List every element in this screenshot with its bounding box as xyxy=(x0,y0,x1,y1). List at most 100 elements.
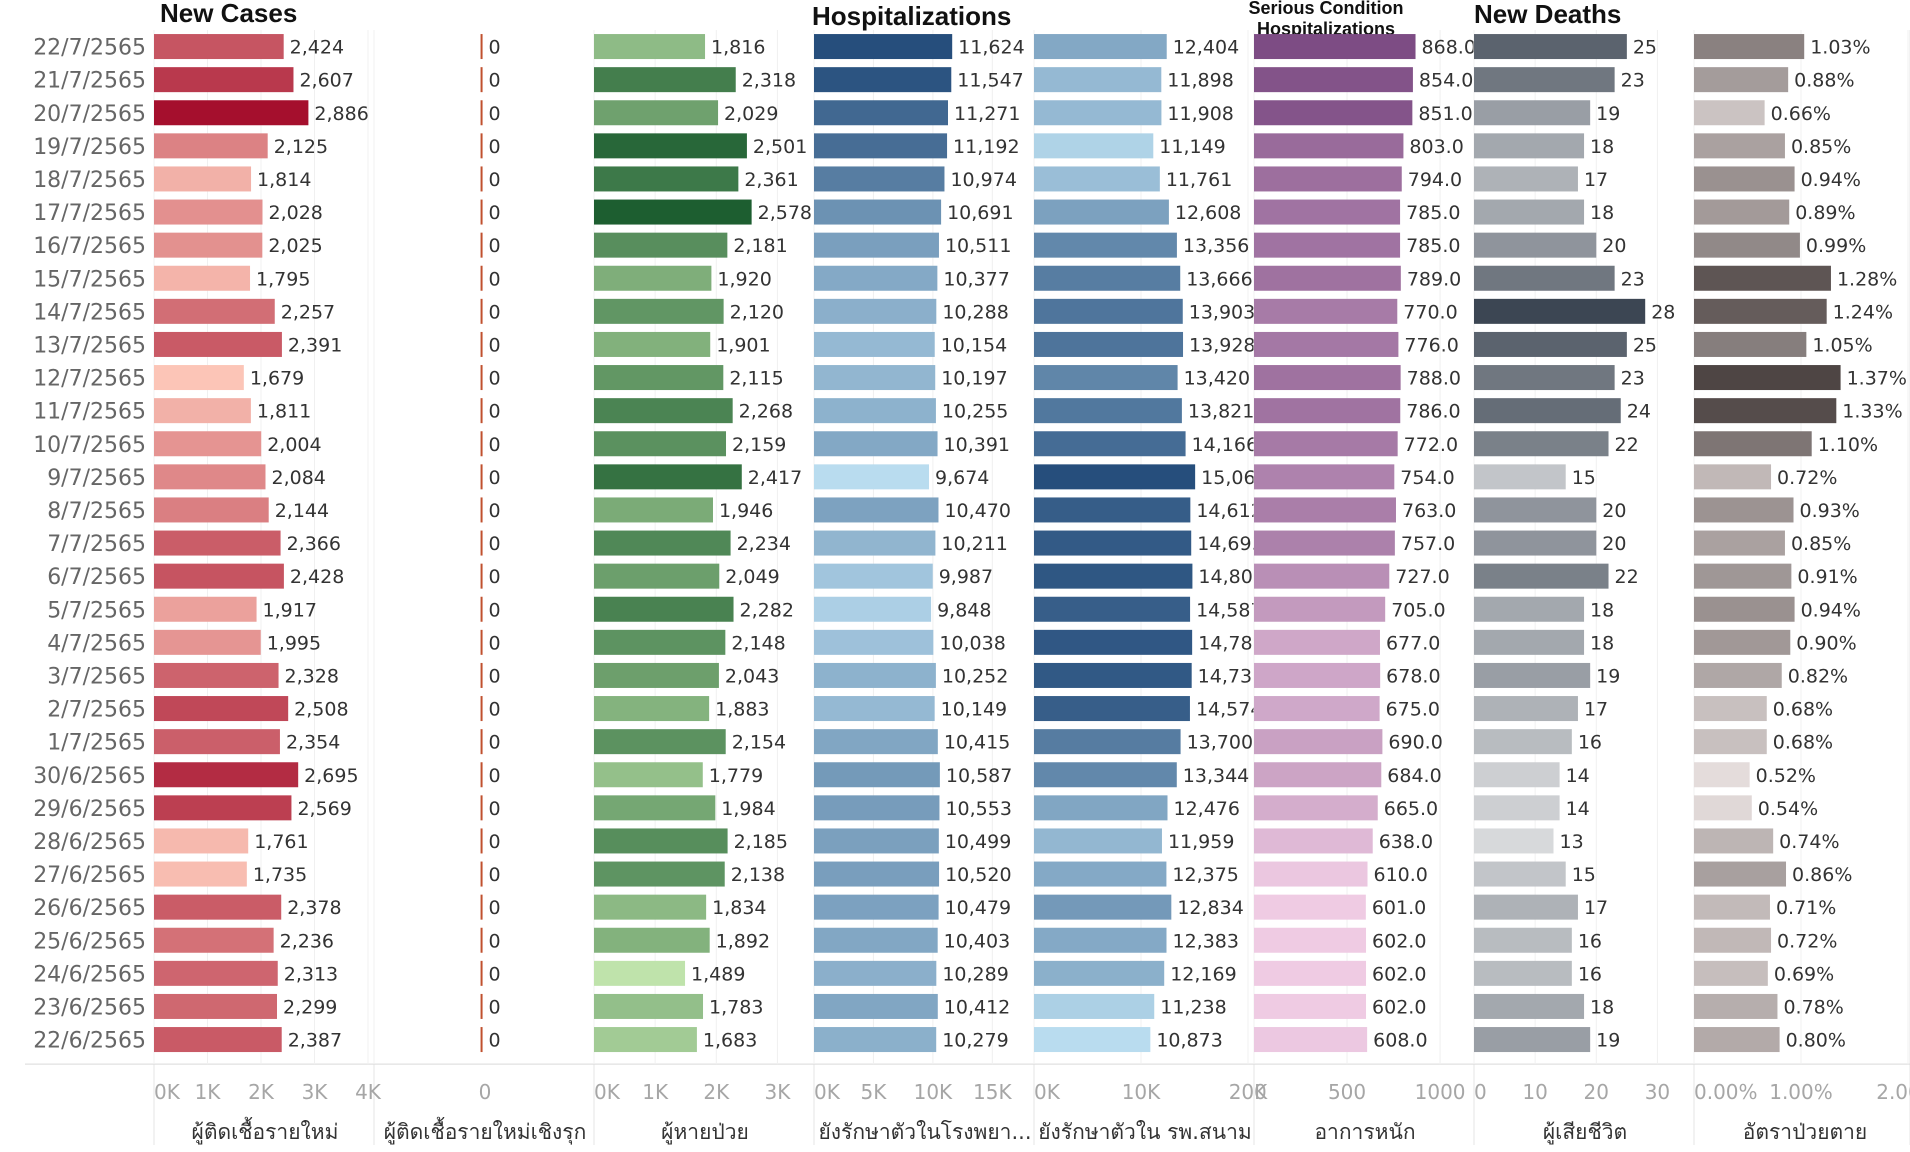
bar-value-label: 0 xyxy=(489,632,501,654)
bar xyxy=(1694,199,1790,225)
bar xyxy=(480,960,483,986)
bar-value-label: 11,149 xyxy=(1159,136,1225,158)
bar-value-label: 18 xyxy=(1590,632,1614,654)
bar xyxy=(594,431,727,457)
bar xyxy=(154,762,299,788)
axis-tick-label: 0K xyxy=(1034,1080,1061,1104)
bar xyxy=(1254,331,1399,357)
header-serious-line1: Serious Condition xyxy=(1249,0,1404,18)
bar xyxy=(1254,398,1401,424)
bar-value-label: 0 xyxy=(489,235,501,257)
row-date-label: 26/6/2565 xyxy=(33,896,146,921)
bar-value-label: 10,587 xyxy=(946,765,1012,787)
axis-tick-label: 0 xyxy=(479,1080,492,1104)
bar-value-label: 0 xyxy=(489,136,501,158)
bar xyxy=(1034,365,1178,391)
bar-value-label: 602.0 xyxy=(1372,963,1426,985)
bar xyxy=(1034,828,1162,854)
bar-value-label: 1,779 xyxy=(709,765,763,787)
bar-value-label: 2,508 xyxy=(294,699,348,721)
bar-value-label: 10,403 xyxy=(944,930,1010,952)
bar xyxy=(1254,497,1396,523)
bar-value-label: 2,154 xyxy=(732,732,786,754)
bar xyxy=(1034,298,1183,324)
bar-value-label: 12,169 xyxy=(1170,963,1236,985)
bar-value-label: 1,834 xyxy=(712,897,766,919)
bar xyxy=(1034,232,1177,258)
bar-value-label: 2,424 xyxy=(290,37,344,59)
bar xyxy=(1474,828,1554,854)
bar xyxy=(814,133,948,159)
bar xyxy=(1694,464,1772,490)
bar-value-label: 0 xyxy=(489,533,501,555)
bar xyxy=(1254,729,1383,755)
bar-value-label: 17 xyxy=(1584,169,1608,191)
bar-value-label: 2,417 xyxy=(748,467,802,489)
bar-value-label: 13 xyxy=(1559,831,1583,853)
bar xyxy=(1694,861,1787,887)
bar-value-label: 789.0 xyxy=(1407,268,1461,290)
bar-value-label: 1,816 xyxy=(711,37,765,59)
axis-title: ผู้เสียชีวิต xyxy=(1543,1120,1627,1145)
bar xyxy=(1034,100,1162,126)
bar xyxy=(814,464,930,490)
bar-value-label: 2,004 xyxy=(267,434,321,456)
bar xyxy=(594,34,706,60)
bar xyxy=(1694,662,1782,688)
bar xyxy=(1694,993,1778,1019)
bar xyxy=(594,497,713,523)
bar xyxy=(1254,100,1413,126)
bar-value-label: 785.0 xyxy=(1406,202,1460,224)
header-serious-line2: Hospitalizations xyxy=(1257,19,1395,39)
bar xyxy=(1474,993,1585,1019)
bar xyxy=(1254,662,1381,688)
bar-value-label: 12,476 xyxy=(1173,798,1239,820)
bar xyxy=(1474,894,1578,920)
bar xyxy=(1474,762,1560,788)
bar xyxy=(814,993,938,1019)
bar-value-label: 2,257 xyxy=(281,301,335,323)
bar xyxy=(1474,133,1585,159)
series-0: 0K 1K 2K 3K 4K ผู้ติดเชื้อรายใหม่ 2,424 2,607 2,… xyxy=(153,30,382,1145)
bar xyxy=(1034,795,1168,821)
bar xyxy=(594,133,747,159)
bar xyxy=(1474,464,1566,490)
bar-value-label: 23 xyxy=(1621,368,1645,390)
bar-value-label: 11,547 xyxy=(957,70,1023,92)
bar-value-label: 2,029 xyxy=(724,103,778,125)
bar xyxy=(1254,596,1386,622)
bar xyxy=(1474,398,1621,424)
bar-value-label: 0.89% xyxy=(1795,202,1855,224)
bar xyxy=(154,34,284,60)
bar xyxy=(480,662,483,688)
bar xyxy=(1034,497,1191,523)
bar xyxy=(1034,729,1181,755)
row-date-label: 20/7/2565 xyxy=(33,102,146,127)
bar-value-label: 772.0 xyxy=(1404,434,1458,456)
bar-value-label: 2,578 xyxy=(758,202,812,224)
bar-value-label: 788.0 xyxy=(1407,368,1461,390)
bar xyxy=(814,265,938,291)
bar-value-label: 2,234 xyxy=(737,533,791,555)
row-date-label: 16/7/2565 xyxy=(33,234,146,259)
row-date-label: 9/7/2565 xyxy=(47,466,146,491)
bar xyxy=(1694,497,1794,523)
bar xyxy=(154,1027,282,1053)
bar xyxy=(154,298,275,324)
bar xyxy=(1034,927,1167,953)
bar xyxy=(594,100,719,126)
bar-value-label: 2,268 xyxy=(739,401,793,423)
bar-value-label: 0.94% xyxy=(1801,599,1861,621)
bar-value-label: 2,886 xyxy=(314,103,368,125)
bar-value-label: 15,060 xyxy=(1201,467,1267,489)
bar xyxy=(1694,398,1837,424)
bar-value-label: 2,185 xyxy=(734,831,788,853)
bar xyxy=(154,67,294,93)
bar xyxy=(1474,331,1627,357)
bar xyxy=(1034,398,1182,424)
bar-value-label: 0 xyxy=(489,70,501,92)
bar-value-label: 23 xyxy=(1621,268,1645,290)
row-date-label: 19/7/2565 xyxy=(33,135,146,160)
bar-value-label: 19 xyxy=(1596,665,1620,687)
